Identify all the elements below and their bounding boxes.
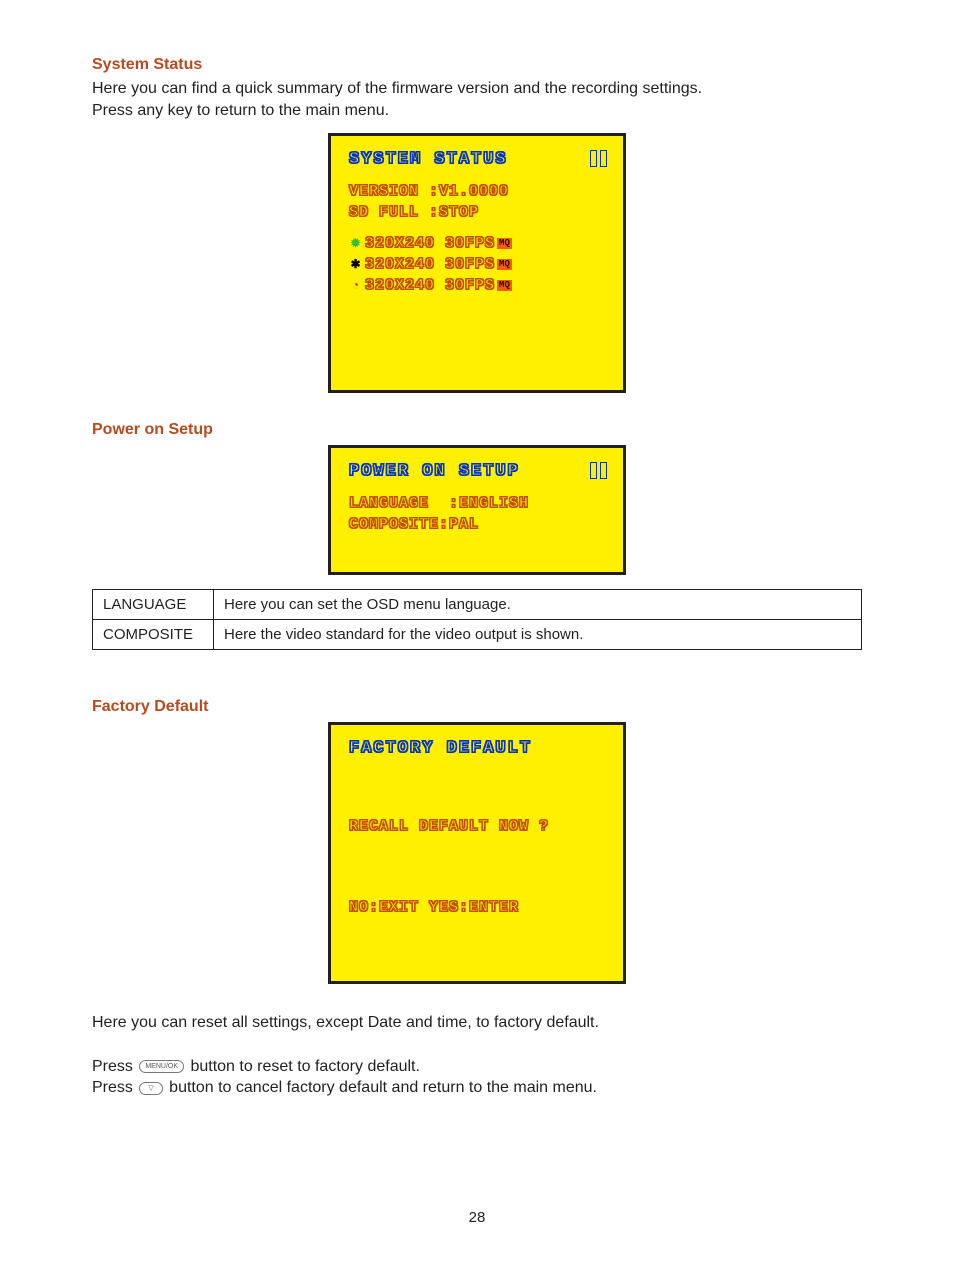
cell-key: LANGUAGE [93,590,214,620]
table-power-on-setup: LANGUAGE Here you can set the OSD menu l… [92,589,862,650]
cell-desc: Here the video standard for the video ou… [214,620,862,650]
bulb-icon: ✹ [349,236,363,251]
screen-power-on-setup: POWER ON SETUP LANGUAGE :ENGLISH COMPOSI… [328,445,626,575]
row-sd-full: SD FULL :STOP [349,204,605,221]
person-icon: ✱ [349,257,363,272]
screen-title: POWER ON SETUP [349,462,605,481]
table-row: LANGUAGE Here you can set the OSD menu l… [93,590,862,620]
row-version: VERSION :V1.0000 [349,183,605,200]
quality-badge: MQ [497,259,512,270]
down-button-icon: ▽ [139,1082,162,1095]
screen-title: FACTORY DEFAULT [349,739,605,758]
heading-factory-default: Factory Default [92,698,862,716]
quality-badge: MQ [497,238,512,249]
heading-system-status: System Status [92,56,862,74]
row-channel-3: ◔320X240 30FPSMQ [349,277,605,294]
row-language: LANGUAGE :ENGLISH [349,495,605,512]
system-status-intro-2: Press any key to return to the main menu… [92,100,862,122]
row-composite: COMPOSITE:PAL [349,516,605,533]
menu-ok-button-icon: MENU/OK [139,1060,184,1073]
press-menuok-line: Press MENU/OK button to reset to factory… [92,1056,862,1078]
pause-icon [590,462,607,479]
system-status-intro-1: Here you can find a quick summary of the… [92,78,862,100]
row-channel-1: ✹320X240 30FPSMQ [349,235,605,252]
heading-power-on-setup: Power on Setup [92,421,862,439]
table-row: COMPOSITE Here the video standard for th… [93,620,862,650]
row-confirm-footer: NO:EXIT YES:ENTER [349,899,605,916]
cell-key: COMPOSITE [93,620,214,650]
row-recall-prompt: RECALL DEFAULT NOW ? [349,818,605,835]
pause-icon [590,150,607,167]
factory-desc: Here you can reset all settings, except … [92,1012,862,1034]
screen-system-status: SYSTEM STATUS VERSION :V1.0000 SD FULL :… [328,133,626,393]
clock-icon: ◔ [349,279,363,293]
screen-factory-default: FACTORY DEFAULT RECALL DEFAULT NOW ? NO:… [328,722,626,984]
page-number: 28 [92,1209,862,1226]
press-down-line: Press ▽ button to cancel factory default… [92,1077,862,1099]
row-channel-2: ✱320X240 30FPSMQ [349,256,605,273]
screen-title: SYSTEM STATUS [349,150,605,169]
cell-desc: Here you can set the OSD menu language. [214,590,862,620]
quality-badge: MQ [497,280,512,291]
